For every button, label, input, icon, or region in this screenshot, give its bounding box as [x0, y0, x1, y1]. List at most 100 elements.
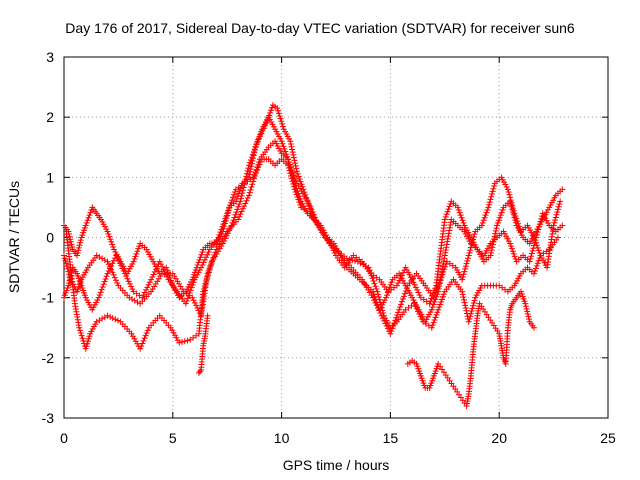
data-point — [465, 255, 472, 262]
data-point — [65, 228, 72, 235]
data-point — [392, 317, 399, 324]
data-point — [96, 291, 103, 298]
data-point — [507, 201, 514, 208]
x-axis-label: GPS time / hours — [283, 457, 390, 473]
data-point — [236, 188, 243, 195]
data-point — [251, 146, 258, 153]
data-point — [433, 311, 440, 318]
data-point — [466, 316, 473, 323]
data-point — [141, 289, 148, 296]
data-point — [494, 219, 501, 226]
data-point — [438, 298, 445, 305]
data-point — [66, 233, 73, 240]
data-point — [391, 320, 398, 327]
data-point — [370, 291, 377, 298]
data-point — [198, 251, 205, 258]
data-point — [287, 140, 294, 147]
data-point — [278, 118, 285, 125]
data-point — [296, 193, 303, 200]
x-tick-label: 10 — [274, 430, 290, 446]
data-point — [230, 194, 237, 201]
data-point — [111, 274, 118, 281]
data-point — [242, 200, 249, 207]
data-point — [166, 272, 173, 279]
data-point — [288, 169, 295, 176]
data-point — [295, 173, 302, 180]
data-point — [106, 233, 113, 240]
data-point — [294, 170, 301, 177]
data-point — [268, 107, 275, 114]
data-point — [410, 279, 417, 286]
data-point — [462, 302, 469, 309]
data-point — [134, 340, 141, 347]
data-point — [325, 237, 332, 244]
data-point — [304, 198, 311, 205]
data-point — [415, 289, 422, 296]
data-point — [387, 330, 394, 337]
data-point — [84, 338, 91, 345]
data-point — [290, 151, 297, 158]
data-point — [194, 262, 201, 269]
data-point — [234, 193, 241, 200]
data-point — [136, 243, 143, 250]
data-point — [291, 157, 298, 164]
data-point — [254, 166, 261, 173]
data-point — [235, 216, 242, 223]
data-point — [140, 292, 147, 299]
data-point — [465, 252, 472, 259]
data-point — [164, 267, 171, 274]
data-point — [559, 222, 566, 229]
data-point — [65, 268, 72, 275]
data-point — [455, 206, 462, 213]
data-point — [471, 297, 478, 304]
data-point — [495, 217, 502, 224]
data-point — [439, 293, 446, 300]
data-point — [383, 294, 390, 301]
data-point — [388, 328, 395, 335]
data-point — [247, 186, 254, 193]
data-point — [523, 305, 530, 312]
data-point — [536, 249, 543, 256]
data-point — [434, 309, 441, 316]
data-point — [440, 260, 447, 267]
data-point — [446, 227, 453, 234]
data-point — [104, 270, 111, 277]
data-point — [443, 244, 450, 251]
data-point — [444, 235, 451, 242]
data-point — [509, 209, 516, 216]
data-point — [206, 265, 213, 272]
data-point — [65, 282, 72, 289]
data-point — [68, 241, 75, 248]
data-point — [369, 275, 376, 282]
x-tick-label: 25 — [600, 430, 616, 446]
data-point — [110, 271, 117, 278]
data-point — [436, 280, 443, 287]
data-point — [107, 313, 114, 320]
data-point — [296, 176, 303, 183]
data-point — [505, 189, 512, 196]
data-point — [279, 123, 286, 130]
data-point — [163, 264, 170, 271]
data-point — [204, 270, 211, 277]
data-point — [557, 198, 564, 205]
data-point — [274, 105, 281, 112]
data-point — [526, 316, 533, 323]
data-point — [552, 214, 559, 221]
data-point — [268, 104, 275, 111]
data-point — [441, 252, 448, 259]
data-point — [245, 174, 252, 181]
data-point — [511, 214, 518, 221]
data-point — [442, 246, 449, 253]
data-point — [194, 304, 201, 311]
data-point — [64, 265, 71, 272]
data-point — [67, 236, 74, 243]
data-point — [426, 300, 433, 307]
data-point — [258, 128, 265, 135]
data-point — [244, 167, 251, 174]
data-point — [556, 201, 563, 208]
data-point — [189, 294, 196, 301]
data-point — [535, 247, 542, 254]
data-point — [533, 234, 540, 241]
data-point — [290, 177, 297, 184]
data-point — [393, 314, 400, 321]
